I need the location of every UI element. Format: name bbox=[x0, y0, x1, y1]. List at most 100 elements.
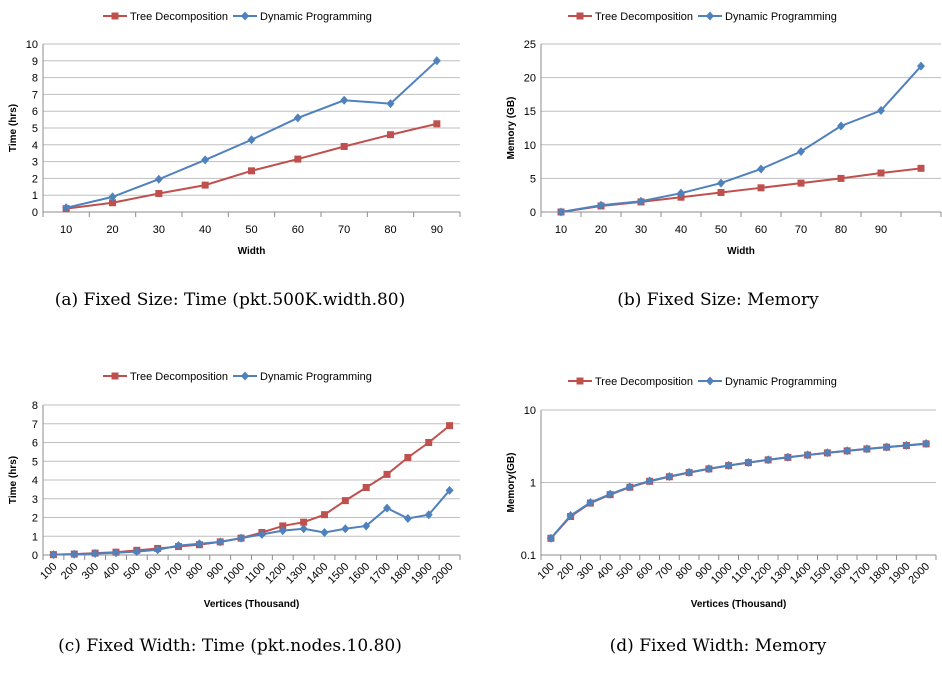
y-tick-label: 1 bbox=[530, 478, 536, 490]
x-tick-label: 1800 bbox=[867, 561, 893, 587]
data-point bbox=[362, 521, 371, 531]
y-tick-label: 5 bbox=[530, 173, 536, 185]
y-tick-label: 9 bbox=[32, 56, 38, 68]
legend-label: Dynamic Programming bbox=[725, 376, 837, 388]
legend-label: Dynamic Programming bbox=[260, 11, 372, 23]
data-point bbox=[797, 147, 805, 157]
data-point bbox=[424, 510, 433, 520]
x-tick-label: 400 bbox=[595, 561, 616, 582]
x-axis-title: Vertices (Thousand) bbox=[691, 599, 787, 610]
x-tick-label: 200 bbox=[555, 561, 576, 582]
data-point bbox=[546, 533, 555, 543]
x-tick-label: 30 bbox=[153, 224, 165, 236]
x-tick-label: 1900 bbox=[887, 561, 913, 587]
chart-a: 0 1 2 3 4 5 6 7 8 9 10 10 20 30 40 50 60 70 80 90 Width Time … bbox=[8, 11, 461, 310]
subfigure-caption: (d) Fixed Width: Memory bbox=[610, 636, 827, 656]
data-point bbox=[154, 174, 163, 184]
legend-label: Dynamic Programming bbox=[725, 11, 837, 23]
data-point bbox=[862, 444, 871, 454]
data-point bbox=[383, 503, 392, 513]
y-tick-label: 10 bbox=[524, 405, 536, 417]
y-tick-label: 10 bbox=[524, 140, 536, 152]
x-tick-label: 300 bbox=[80, 561, 101, 582]
x-tick-label: 40 bbox=[199, 224, 211, 236]
data-point bbox=[757, 164, 765, 174]
data-point bbox=[320, 511, 328, 519]
y-tick-label: 0 bbox=[32, 207, 38, 219]
y-tick-label: 8 bbox=[32, 400, 38, 412]
x-tick-label: 1200 bbox=[748, 561, 774, 587]
series-line-tree-decomposition bbox=[560, 167, 922, 213]
x-tick-label: 1600 bbox=[827, 561, 853, 587]
data-point bbox=[201, 181, 209, 189]
x-tick-label: 1500 bbox=[808, 561, 834, 587]
data-point bbox=[744, 457, 753, 467]
y-tick-label: 5 bbox=[32, 456, 38, 468]
legend: Tree Decomposition Dynamic Programming bbox=[103, 11, 372, 23]
data-point bbox=[803, 450, 812, 460]
x-tick-label: 500 bbox=[121, 561, 142, 582]
y-tick-label: 15 bbox=[524, 106, 536, 118]
data-point bbox=[586, 497, 595, 507]
data-point bbox=[724, 460, 733, 470]
legend-label: Tree Decomposition bbox=[130, 11, 228, 23]
y-tick-label: 7 bbox=[32, 89, 38, 101]
x-tick-label: 1100 bbox=[729, 561, 754, 586]
data-point bbox=[383, 470, 391, 478]
x-tick-label: 90 bbox=[431, 224, 443, 236]
y-tick-label: 2 bbox=[32, 513, 38, 525]
x-tick-label: 1900 bbox=[409, 561, 435, 587]
x-tick-label: 20 bbox=[106, 224, 118, 236]
data-point bbox=[386, 99, 395, 109]
data-point bbox=[91, 549, 100, 558]
data-point bbox=[837, 174, 845, 182]
series-line-dynamic-programming bbox=[550, 442, 927, 539]
data-point bbox=[665, 471, 674, 481]
x-tick-label: 60 bbox=[292, 224, 304, 236]
x-tick-label: 600 bbox=[142, 561, 163, 582]
data-point bbox=[433, 120, 441, 128]
x-tick-label: 50 bbox=[715, 224, 727, 236]
x-tick-label: 800 bbox=[674, 561, 695, 582]
y-tick-label: 3 bbox=[32, 494, 38, 506]
y-tick-label: 6 bbox=[32, 106, 38, 118]
series-line-dynamic-programming bbox=[560, 65, 922, 213]
data-point bbox=[837, 121, 845, 131]
data-point bbox=[757, 184, 765, 192]
data-point bbox=[237, 533, 246, 543]
data-point bbox=[557, 207, 565, 217]
data-point bbox=[174, 541, 183, 551]
x-tick-label: 2000 bbox=[430, 561, 456, 587]
x-tick-label: 100 bbox=[38, 561, 59, 582]
data-point bbox=[108, 192, 117, 202]
legend: Tree Decomposition Dynamic Programming bbox=[103, 371, 372, 383]
x-tick-label: 1500 bbox=[326, 561, 352, 587]
y-tick-label: 4 bbox=[32, 475, 38, 487]
legend-label: Tree Decomposition bbox=[595, 376, 693, 388]
data-point bbox=[902, 440, 911, 450]
data-point bbox=[606, 489, 615, 499]
data-point bbox=[216, 537, 225, 547]
x-tick-label: 70 bbox=[795, 224, 807, 236]
data-point bbox=[717, 178, 725, 188]
x-tick-label: 1700 bbox=[847, 561, 873, 587]
legend-marker bbox=[576, 12, 584, 20]
x-tick-label: 700 bbox=[654, 561, 675, 582]
data-point bbox=[49, 550, 58, 560]
y-tick-label: 20 bbox=[524, 73, 536, 85]
legend-label: Tree Decomposition bbox=[130, 371, 228, 383]
data-point bbox=[917, 164, 925, 172]
data-point bbox=[685, 467, 694, 477]
data-point bbox=[446, 422, 454, 430]
x-tick-label: 30 bbox=[635, 224, 647, 236]
data-point bbox=[783, 452, 792, 462]
x-tick-label: 40 bbox=[675, 224, 687, 236]
data-point bbox=[111, 548, 120, 558]
y-tick-label: 25 bbox=[524, 39, 536, 51]
x-tick-label: 10 bbox=[555, 224, 567, 236]
data-point bbox=[62, 203, 71, 213]
x-tick-label: 1400 bbox=[305, 561, 331, 587]
x-tick-label: 300 bbox=[575, 561, 596, 582]
x-tick-label: 1700 bbox=[367, 561, 393, 587]
